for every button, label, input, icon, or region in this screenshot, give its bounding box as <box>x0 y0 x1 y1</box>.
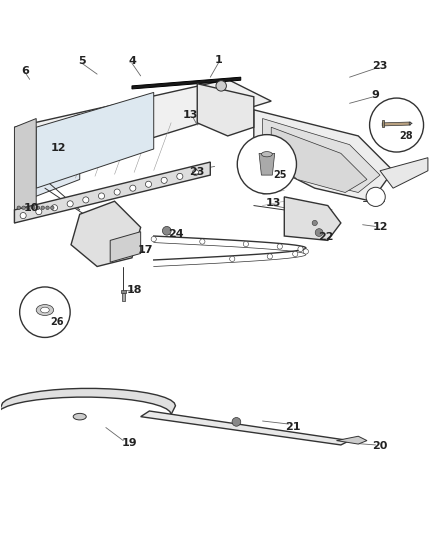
Polygon shape <box>284 197 341 240</box>
Circle shape <box>41 206 45 209</box>
Ellipse shape <box>36 304 53 316</box>
Circle shape <box>293 252 298 256</box>
Text: 25: 25 <box>273 170 287 180</box>
Circle shape <box>298 246 303 252</box>
Circle shape <box>36 208 42 215</box>
Circle shape <box>315 229 323 237</box>
Text: 4: 4 <box>128 56 136 66</box>
Text: 26: 26 <box>50 317 64 327</box>
Polygon shape <box>71 201 141 266</box>
Text: 9: 9 <box>372 90 380 100</box>
Text: 10: 10 <box>24 203 39 213</box>
Polygon shape <box>14 118 36 223</box>
Circle shape <box>22 206 25 209</box>
Circle shape <box>277 244 283 249</box>
Circle shape <box>20 287 70 337</box>
Polygon shape <box>382 120 385 127</box>
Text: 22: 22 <box>318 232 333 242</box>
Polygon shape <box>0 389 176 415</box>
Ellipse shape <box>261 151 272 157</box>
Polygon shape <box>141 411 350 445</box>
Circle shape <box>200 239 205 244</box>
Circle shape <box>192 169 198 175</box>
Polygon shape <box>121 294 125 301</box>
Text: 6: 6 <box>21 66 29 76</box>
Circle shape <box>114 189 120 195</box>
Text: 1: 1 <box>215 55 223 65</box>
Polygon shape <box>254 110 393 201</box>
Circle shape <box>32 206 35 209</box>
Circle shape <box>151 237 156 241</box>
Circle shape <box>46 206 49 209</box>
Circle shape <box>216 80 226 91</box>
Circle shape <box>177 173 183 180</box>
Circle shape <box>237 135 297 194</box>
Circle shape <box>370 98 424 152</box>
Ellipse shape <box>41 307 49 313</box>
Circle shape <box>99 193 105 199</box>
Circle shape <box>162 227 171 235</box>
Text: 17: 17 <box>137 245 153 255</box>
Polygon shape <box>380 158 428 188</box>
Polygon shape <box>271 127 367 192</box>
Circle shape <box>20 213 26 219</box>
Text: 12: 12 <box>372 222 388 232</box>
Polygon shape <box>36 92 154 188</box>
Text: 18: 18 <box>127 286 142 295</box>
Text: 23: 23 <box>190 167 205 176</box>
Circle shape <box>51 205 57 211</box>
Circle shape <box>27 206 30 209</box>
Circle shape <box>267 254 272 259</box>
Circle shape <box>366 187 385 206</box>
Circle shape <box>17 206 21 209</box>
Polygon shape <box>14 79 271 158</box>
Circle shape <box>230 256 235 262</box>
Text: 19: 19 <box>122 438 138 448</box>
Polygon shape <box>259 154 275 175</box>
Text: 23: 23 <box>372 61 388 71</box>
Text: 21: 21 <box>285 422 301 432</box>
Text: 24: 24 <box>168 229 183 239</box>
Polygon shape <box>132 77 241 89</box>
Text: 5: 5 <box>78 56 86 66</box>
Circle shape <box>161 177 167 183</box>
Polygon shape <box>197 84 254 136</box>
Text: 28: 28 <box>399 131 413 141</box>
Circle shape <box>243 241 248 247</box>
Circle shape <box>232 417 241 426</box>
Circle shape <box>312 220 318 225</box>
Text: 13: 13 <box>266 198 281 208</box>
Circle shape <box>145 181 152 187</box>
Polygon shape <box>336 436 367 444</box>
Polygon shape <box>382 122 410 126</box>
Ellipse shape <box>73 414 86 420</box>
Polygon shape <box>14 162 210 223</box>
Circle shape <box>303 249 308 254</box>
Polygon shape <box>110 232 141 262</box>
Circle shape <box>83 197 89 203</box>
Polygon shape <box>409 122 412 125</box>
Text: 12: 12 <box>50 143 66 153</box>
Polygon shape <box>262 118 380 192</box>
Circle shape <box>36 206 40 209</box>
Polygon shape <box>120 290 126 294</box>
Circle shape <box>130 185 136 191</box>
Circle shape <box>67 201 73 207</box>
Circle shape <box>50 206 54 209</box>
Polygon shape <box>23 114 80 201</box>
Text: 13: 13 <box>183 110 198 120</box>
Text: 20: 20 <box>372 441 388 451</box>
